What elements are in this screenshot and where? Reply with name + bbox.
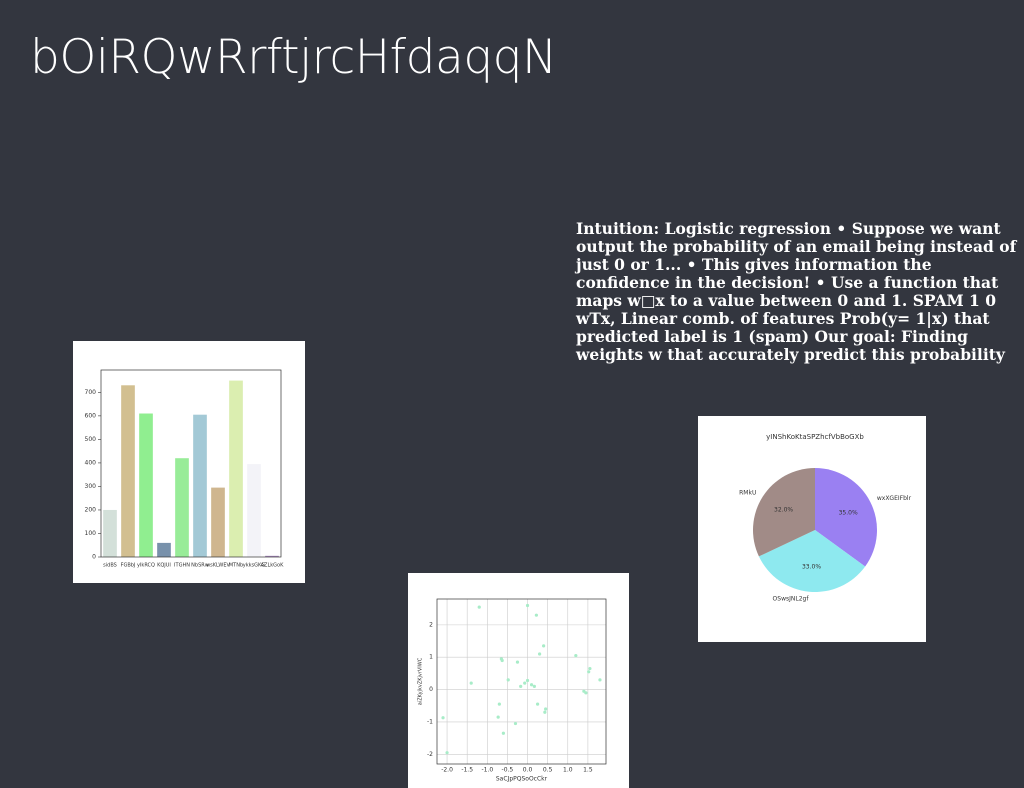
bar [247, 464, 261, 557]
x-tick-label: 0.5 [543, 767, 553, 774]
point [501, 731, 505, 735]
category-label: OSwsJNL2gf [773, 596, 810, 603]
bar [265, 555, 279, 557]
plot-frame [436, 598, 607, 765]
point [538, 652, 542, 656]
x-tick-label: -0.5 [502, 767, 514, 774]
pie-slice [753, 468, 815, 557]
bar [157, 542, 171, 557]
point [598, 678, 602, 682]
slice-label: 32.0% [774, 507, 793, 514]
point [525, 678, 530, 683]
x-tick-label: 1.0 [563, 767, 573, 774]
y-tick-label: 400 [85, 459, 97, 466]
slice-label: 35.0% [839, 510, 858, 517]
point [525, 603, 530, 608]
bar-chart: 0 100 200 300 400 500 600 700 sidBS FGBbJ yIkRCQ KQ… [73, 341, 305, 583]
x-tick-label: 0.0 [523, 767, 533, 774]
x-tick-label: -1.0 [481, 767, 493, 774]
x-tick-label: MTNb [229, 563, 243, 569]
bar [103, 509, 117, 557]
bar [121, 385, 135, 557]
point [445, 751, 449, 755]
y-tick-label: -2 [427, 751, 433, 758]
x-tick-label: FGBbJ [121, 563, 136, 569]
slide-title: bOiRQwRrftjrcHfdaqqN [30, 30, 557, 85]
y-tick-label: 100 [85, 530, 97, 537]
category-label: wxXGEIFblr [877, 495, 912, 502]
y-tick-label: 600 [85, 412, 97, 419]
x-tick-label: KQJUI [157, 563, 171, 569]
x-tick-label: sidBS [103, 563, 117, 569]
point [496, 715, 500, 719]
point [497, 702, 501, 706]
pie-chart: yINShKoKtaSPZhcfVbBoGXb 35.0% wxXGEIFblr 33… [698, 416, 926, 642]
x-axis-label: SaCJpPQSoOcCkr [496, 776, 548, 783]
y-tick-label: 1 [429, 654, 433, 661]
category-label: RMkU [739, 489, 756, 496]
point [477, 605, 481, 609]
point [499, 657, 503, 661]
point [469, 681, 473, 685]
x-tick-label: -1.5 [461, 767, 473, 774]
x-tick-label: 1.5 [583, 767, 593, 774]
y-tick-label: 300 [85, 483, 97, 490]
point [513, 721, 518, 726]
y-tick-label: -1 [427, 718, 433, 725]
pie-slice [758, 530, 866, 592]
point [535, 702, 540, 706]
x-tick-label: AZLkGoK [261, 563, 284, 569]
x-tick-label: ITGHN [174, 563, 190, 569]
x-tick-label: wsKLWEV [206, 563, 230, 569]
y-tick-label: 500 [85, 436, 97, 443]
point [574, 654, 578, 658]
bar [229, 380, 243, 557]
x-tick-label: ykksGKG [243, 563, 266, 569]
point [529, 683, 534, 687]
point [519, 684, 523, 688]
bar [211, 487, 225, 557]
point [534, 613, 538, 617]
slide-text: Intuition: Logistic regression • Suppose… [576, 219, 1017, 364]
x-tick-label: NbSRw [191, 563, 209, 569]
point [543, 710, 547, 714]
bar [193, 414, 207, 557]
point [441, 716, 445, 720]
y-tick-label: 0 [429, 686, 433, 693]
pie-slice [815, 468, 877, 567]
x-tick-label: yIkRCQ [137, 563, 155, 569]
point [584, 691, 588, 695]
scatter-chart: -2.0 -1.5 -1.0 -0.5 0.0 0.5 1.0 1.5 -2 -1 0 1 2 SaCJp… [408, 573, 629, 788]
pie-title: yINShKoKtaSPZhcfVbBoGXb [766, 433, 864, 441]
y-axis-label: aiZKyjkvZKjvrVIWC [418, 657, 424, 705]
y-tick-label: 2 [429, 621, 433, 628]
x-tick-label: -2.0 [441, 767, 453, 774]
bar [175, 458, 189, 557]
point [544, 707, 548, 711]
bar [139, 413, 153, 557]
point [532, 684, 536, 688]
plot-frame [100, 369, 282, 558]
point [587, 670, 591, 674]
point [588, 666, 592, 671]
slice-label: 33.0% [802, 564, 821, 571]
y-tick-label: 0 [92, 554, 96, 561]
point [515, 660, 520, 664]
point [542, 644, 546, 648]
y-tick-label: 200 [85, 506, 97, 513]
point [506, 678, 510, 682]
point [523, 681, 527, 685]
y-tick-label: 700 [85, 389, 97, 396]
